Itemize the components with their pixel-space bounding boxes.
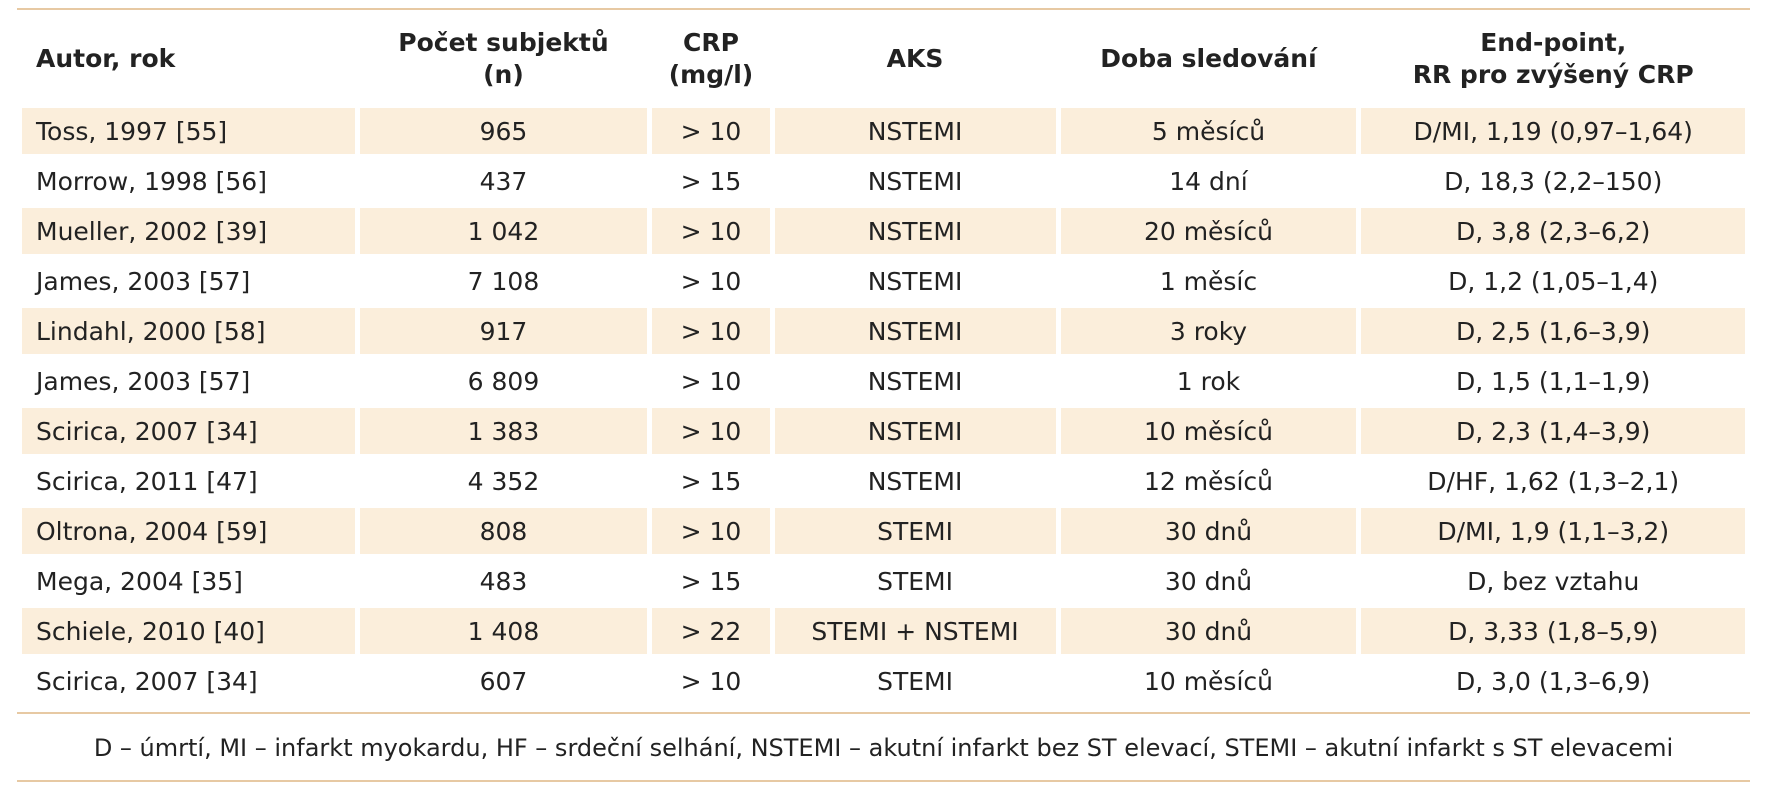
column-header: End-point, RR pro zvýšený CRP bbox=[1412, 28, 1694, 89]
table-cell: NSTEMI bbox=[774, 308, 1056, 354]
table-cell: 20 měsíců bbox=[1060, 208, 1357, 254]
table-cell: 607 bbox=[479, 666, 528, 696]
table-cell: Scirica, 2007 [34] bbox=[22, 408, 355, 454]
table-cell: D/MI, 1,19 (0,97–1,64) bbox=[1361, 108, 1745, 154]
table-cell: 808 bbox=[359, 508, 648, 554]
table-cell: Schiele, 2010 [40] bbox=[22, 608, 355, 654]
table-row: Scirica, 2011 [47] 4 352 > 15 NSTEMI 12 měsí… bbox=[22, 458, 1745, 504]
table-cell: 30 dnů bbox=[1164, 566, 1253, 596]
table-cell: > 10 bbox=[652, 508, 770, 554]
table-body: Toss, 1997 [55] 965 > 10 NSTEMI 5 měsíců D/MI… bbox=[22, 108, 1745, 704]
table-cell: > 15 bbox=[680, 166, 742, 196]
table-cell: Scirica, 2007 [34] bbox=[36, 666, 258, 696]
rule bbox=[17, 8, 1750, 10]
table-cell: NSTEMI bbox=[867, 166, 963, 196]
table-cell: STEMI bbox=[877, 666, 953, 696]
table-row: Oltrona, 2004 [59] 808 > 10 STEMI 30 dnů D/MI… bbox=[22, 508, 1745, 554]
table-cell: > 10 bbox=[652, 108, 770, 154]
table-cell: 483 bbox=[479, 566, 528, 596]
table-row: James, 2003 [57] 7 108 > 10 NSTEMI 1 měsíc D,… bbox=[22, 258, 1745, 304]
table-cell: 14 dní bbox=[1169, 166, 1248, 196]
table-cell: 12 měsíců bbox=[1143, 466, 1273, 496]
table-cell: D, 2,3 (1,4–3,9) bbox=[1361, 408, 1745, 454]
table-cell: STEMI + NSTEMI bbox=[774, 608, 1056, 654]
table-cell: > 15 bbox=[680, 466, 742, 496]
table-cell: 6 809 bbox=[467, 366, 540, 396]
data-table: Autor, rok Počet subjektů (n) CRP (mg/l) AKS D… bbox=[17, 10, 1750, 708]
table-cell: > 10 bbox=[652, 308, 770, 354]
footnote: D – úmrtí, MI – infarkt myokardu, HF – s… bbox=[93, 734, 1674, 762]
table-row: Mueller, 2002 [39] 1 042 > 10 NSTEMI 20 měsí… bbox=[22, 208, 1745, 254]
table-cell: 965 bbox=[359, 108, 648, 154]
table-cell: Oltrona, 2004 [59] bbox=[22, 508, 355, 554]
table-row: Toss, 1997 [55] 965 > 10 NSTEMI 5 měsíců D/MI… bbox=[22, 108, 1745, 154]
table-cell: D/HF, 1,62 (1,3–2,1) bbox=[1427, 466, 1680, 496]
table-cell: NSTEMI bbox=[867, 266, 963, 296]
table-cell: > 22 bbox=[652, 608, 770, 654]
table-cell: 917 bbox=[359, 308, 648, 354]
table-cell: D, 1,5 (1,1–1,9) bbox=[1456, 366, 1651, 396]
table-cell: D, 2,5 (1,6–3,9) bbox=[1361, 308, 1745, 354]
column-header: Autor, rok bbox=[36, 44, 176, 73]
table-row: Scirica, 2007 [34] 607 > 10 STEMI 10 měsíců D… bbox=[22, 658, 1745, 704]
rule bbox=[17, 780, 1750, 782]
table-cell: Scirica, 2011 [47] bbox=[36, 466, 258, 496]
table-container: Autor, rok Počet subjektů (n) CRP (mg/l) AKS D… bbox=[17, 8, 1750, 782]
table-cell: > 10 bbox=[652, 408, 770, 454]
table-cell: STEMI bbox=[877, 566, 953, 596]
table-cell: Mega, 2004 [35] bbox=[36, 566, 243, 596]
table-cell: D/MI, 1,9 (1,1–3,2) bbox=[1361, 508, 1745, 554]
table-cell: 30 dnů bbox=[1060, 508, 1357, 554]
header-row: Autor, rok Počet subjektů (n) CRP (mg/l) AKS D… bbox=[22, 14, 1745, 104]
table-cell: Mueller, 2002 [39] bbox=[22, 208, 355, 254]
table-cell: NSTEMI bbox=[774, 108, 1056, 154]
table-cell: 10 měsíců bbox=[1143, 666, 1273, 696]
table-cell: > 10 bbox=[680, 366, 742, 396]
table-cell: > 10 bbox=[680, 266, 742, 296]
table-cell: D, 1,2 (1,05–1,4) bbox=[1448, 266, 1659, 296]
table-cell: 1 měsíc bbox=[1159, 266, 1258, 296]
table-cell: > 10 bbox=[652, 208, 770, 254]
table-cell: STEMI bbox=[774, 508, 1056, 554]
table-cell: > 15 bbox=[680, 566, 742, 596]
table-cell: NSTEMI bbox=[867, 466, 963, 496]
table-row: Lindahl, 2000 [58] 917 > 10 NSTEMI 3 roky D, … bbox=[22, 308, 1745, 354]
column-header: Doba sledování bbox=[1100, 44, 1317, 73]
table-cell: 10 měsíců bbox=[1060, 408, 1357, 454]
table-cell: NSTEMI bbox=[774, 408, 1056, 454]
table-cell: D, bez vztahu bbox=[1467, 566, 1640, 596]
table-cell: 1 383 bbox=[359, 408, 648, 454]
table-cell: NSTEMI bbox=[867, 366, 963, 396]
table-cell: 5 měsíců bbox=[1060, 108, 1357, 154]
table-cell: 4 352 bbox=[467, 466, 540, 496]
table-cell: 437 bbox=[479, 166, 528, 196]
table-cell: 1 408 bbox=[359, 608, 648, 654]
table-cell: D, 18,3 (2,2–150) bbox=[1444, 166, 1663, 196]
table-cell: > 10 bbox=[680, 666, 742, 696]
table-cell: 3 roky bbox=[1060, 308, 1357, 354]
table-row: Scirica, 2007 [34] 1 383 > 10 NSTEMI 10 měsí… bbox=[22, 408, 1745, 454]
table-cell: D, 3,8 (2,3–6,2) bbox=[1361, 208, 1745, 254]
table-cell: James, 2003 [57] bbox=[36, 266, 251, 296]
table-row: Mega, 2004 [35] 483 > 15 STEMI 30 dnů D, bez … bbox=[22, 558, 1745, 604]
column-header: Počet subjektů (n) bbox=[398, 28, 609, 89]
table-cell: 1 042 bbox=[359, 208, 648, 254]
table-row: Schiele, 2010 [40] 1 408 > 22 STEMI + NSTEM… bbox=[22, 608, 1745, 654]
table-cell: James, 2003 [57] bbox=[36, 366, 251, 396]
table-cell: NSTEMI bbox=[774, 208, 1056, 254]
table-cell: 7 108 bbox=[467, 266, 540, 296]
table-row: James, 2003 [57] 6 809 > 10 NSTEMI 1 rok D, 1… bbox=[22, 358, 1745, 404]
table-row: Morrow, 1998 [56] 437 > 15 NSTEMI 14 dní D, 1… bbox=[22, 158, 1745, 204]
column-header: CRP (mg/l) bbox=[668, 28, 754, 89]
column-header: AKS bbox=[886, 44, 944, 73]
rule bbox=[17, 712, 1750, 714]
table-cell: D, 3,33 (1,8–5,9) bbox=[1361, 608, 1745, 654]
table-cell: 1 rok bbox=[1176, 366, 1241, 396]
table-cell: Morrow, 1998 [56] bbox=[36, 166, 267, 196]
table-cell: Toss, 1997 [55] bbox=[22, 108, 355, 154]
table-cell: Lindahl, 2000 [58] bbox=[22, 308, 355, 354]
table-cell: 30 dnů bbox=[1060, 608, 1357, 654]
table-cell: D, 3,0 (1,3–6,9) bbox=[1456, 666, 1651, 696]
